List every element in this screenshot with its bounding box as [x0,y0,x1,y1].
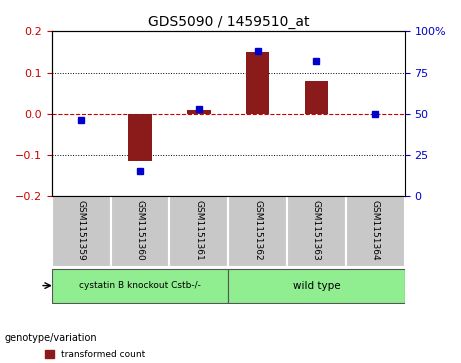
Text: cystatin B knockout Cstb-/-: cystatin B knockout Cstb-/- [79,281,201,290]
FancyBboxPatch shape [52,196,111,267]
Text: GSM1151361: GSM1151361 [195,200,203,260]
FancyBboxPatch shape [287,196,346,267]
Text: genotype/variation: genotype/variation [5,333,97,343]
Text: GSM1151363: GSM1151363 [312,200,321,260]
Legend: transformed count, percentile rank within the sample: transformed count, percentile rank withi… [41,347,218,363]
Bar [246,52,269,114]
Text: GSM1151359: GSM1151359 [77,200,86,260]
FancyBboxPatch shape [228,269,405,302]
Text: GSM1151364: GSM1151364 [371,200,380,260]
Bar [128,114,152,161]
Text: GSM1151362: GSM1151362 [253,200,262,260]
Bar [187,110,211,114]
Text: wild type: wild type [293,281,340,291]
Bar [305,81,328,114]
FancyBboxPatch shape [228,196,287,267]
Text: GSM1151360: GSM1151360 [136,200,145,260]
FancyBboxPatch shape [346,196,405,267]
Title: GDS5090 / 1459510_at: GDS5090 / 1459510_at [148,15,309,29]
FancyBboxPatch shape [170,196,228,267]
FancyBboxPatch shape [111,196,170,267]
FancyBboxPatch shape [52,269,228,302]
